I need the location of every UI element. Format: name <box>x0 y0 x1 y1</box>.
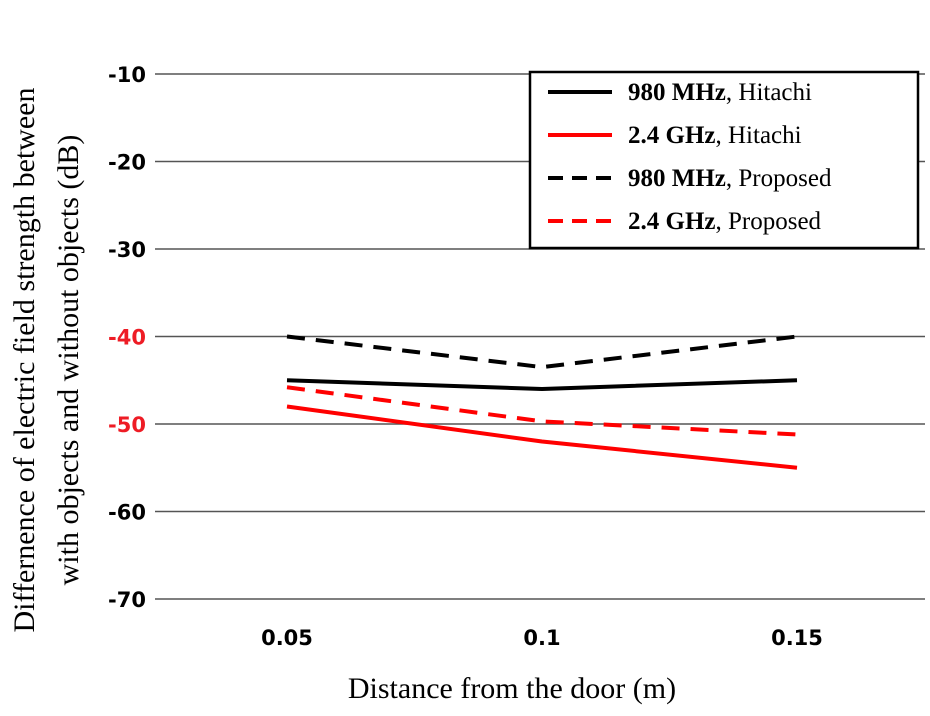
y-tick-label: -40 <box>108 326 146 350</box>
series-line-3 <box>286 334 798 370</box>
y-tick-label: -10 <box>108 63 146 87</box>
y-axis-title-line-1: Differnence of electric field strength b… <box>8 87 41 632</box>
y-axis-title-line-2: with objects and without objects (dB) <box>52 135 85 586</box>
legend-label-bold: 2.4 GHz <box>628 208 716 235</box>
y-axis-title: Differnence of electric field strength b… <box>8 87 85 632</box>
legend-label-rest: , Hitachi <box>726 79 812 106</box>
y-tick-label: -60 <box>108 501 146 525</box>
legend-label: 980 MHz, Hitachi <box>628 79 812 106</box>
legend-label-bold: 980 MHz <box>628 79 726 106</box>
legend-label: 980 MHz, Proposed <box>628 165 832 192</box>
x-tick-label: 0.1 <box>523 626 560 650</box>
legend-label-rest: , Proposed <box>726 165 832 192</box>
legend-label-rest: , Proposed <box>716 208 822 235</box>
x-tick-label: 0.15 <box>771 626 823 650</box>
y-tick-labels: -10 -20 -30 -40 -50 -60 -70 <box>108 63 146 612</box>
series-line-2 <box>286 404 798 470</box>
x-tick-label: 0.05 <box>261 626 313 650</box>
legend-label: 2.4 GHz, Hitachi <box>628 122 802 149</box>
y-tick-label: -50 <box>108 413 146 437</box>
legend-label-rest: , Hitachi <box>716 122 802 149</box>
y-tick-label: -20 <box>108 151 146 175</box>
series-lines <box>286 334 798 470</box>
legend-box <box>528 70 920 250</box>
x-axis-title: Distance from the door (m) <box>348 672 676 705</box>
legend-label: 2.4 GHz, Proposed <box>628 208 822 235</box>
y-tick-label: -30 <box>108 238 146 262</box>
x-tick-labels: 0.05 0.1 0.15 <box>261 626 823 650</box>
legend-label-bold: 2.4 GHz <box>628 122 716 149</box>
y-tick-label: -70 <box>108 588 146 612</box>
legend-label-bold: 980 MHz <box>628 165 726 192</box>
series-line-4 <box>286 385 798 437</box>
series-line-1 <box>286 378 798 391</box>
